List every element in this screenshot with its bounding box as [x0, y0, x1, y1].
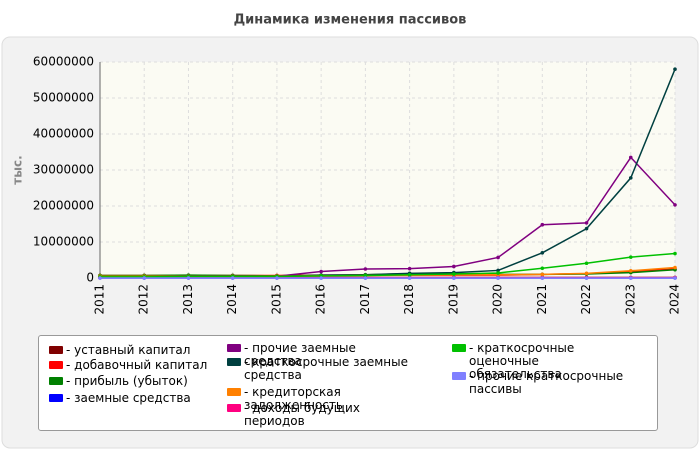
legend-swatch	[49, 377, 63, 385]
point	[628, 276, 633, 280]
point	[452, 272, 456, 276]
legend-label: - доходы будущих периодов	[244, 401, 360, 428]
legend-swatch	[49, 346, 63, 354]
point	[275, 276, 279, 280]
x-tick-label: 2023	[623, 284, 637, 315]
legend-label: - добавочный капитал	[66, 358, 208, 372]
legend-label: - заемные средства	[66, 391, 191, 405]
legend-swatch	[227, 358, 241, 366]
point	[452, 276, 456, 280]
legend-swatch	[227, 344, 241, 352]
point	[540, 251, 545, 255]
point	[584, 221, 589, 225]
plot-area	[100, 62, 675, 278]
x-tick-label: 2024	[668, 284, 682, 315]
y-tick-label: 60000000	[33, 55, 94, 69]
legend-item: - прочие краткосрочные пассивы	[452, 370, 652, 396]
y-tick-label: 10000000	[33, 235, 94, 249]
point	[496, 255, 500, 260]
legend-item: - прибыль (убыток)	[49, 375, 249, 388]
y-tick-label: 50000000	[33, 91, 94, 105]
legend-label: - краткосрочные заемные средства	[244, 355, 408, 382]
y-tick-label: 20000000	[33, 199, 94, 213]
x-tick-label: 2012	[137, 284, 151, 315]
legend-label: - прочие заемные средства	[244, 341, 356, 368]
legend-swatch	[49, 361, 63, 369]
chart-title: Динамика изменения пассивов	[234, 13, 467, 28]
legend: - уставный капитал - добавочный капитал - …	[38, 335, 658, 431]
point	[98, 276, 102, 280]
point	[407, 266, 412, 271]
legend-swatch	[49, 394, 63, 402]
point	[673, 265, 677, 270]
x-tick-label: 2017	[358, 284, 372, 315]
legend-swatch	[227, 388, 241, 396]
point	[673, 251, 677, 256]
point	[584, 271, 589, 276]
legend-item: - краткосрочные заемные средства	[227, 356, 427, 382]
point	[142, 276, 147, 280]
point	[628, 269, 633, 273]
legend-item: - кредиторская задолженность	[227, 386, 427, 412]
point	[673, 203, 677, 207]
point	[540, 276, 545, 280]
point	[407, 272, 412, 277]
point	[186, 276, 191, 280]
point	[673, 67, 677, 71]
x-tick-label: 2021	[535, 284, 549, 315]
legend-item: - добавочный капитал	[49, 359, 249, 372]
y-tick-label: 30000000	[33, 163, 94, 177]
legend-item: - краткосрочные оценочные обязательства	[452, 342, 652, 381]
y-tick-label: 0	[86, 271, 94, 285]
legend-label: - кредиторская задолженность	[244, 385, 343, 412]
x-tick-label: 2018	[402, 284, 416, 315]
y-tick-label: 40000000	[33, 127, 94, 141]
point	[584, 261, 589, 266]
point	[628, 176, 633, 180]
point	[540, 272, 545, 277]
legend-swatch	[452, 344, 466, 352]
legend-label: - уставный капитал	[66, 343, 191, 357]
legend-label: - прочие краткосрочные пассивы	[469, 369, 624, 396]
legend-swatch	[452, 372, 466, 380]
point	[452, 264, 456, 269]
legend-label: - прибыль (убыток)	[66, 374, 188, 388]
x-tick-label: 2014	[225, 284, 239, 315]
x-tick-label: 2016	[314, 284, 328, 315]
point	[496, 268, 500, 273]
x-tick-label: 2022	[579, 284, 593, 315]
point	[540, 266, 545, 271]
y-axis-label: тыс.	[11, 155, 25, 184]
point	[673, 276, 677, 280]
x-tick-label: 2019	[446, 284, 460, 315]
series-line	[100, 252, 676, 278]
point	[319, 276, 323, 280]
point	[363, 267, 368, 271]
point	[628, 255, 633, 259]
x-tick-label: 2020	[491, 284, 505, 315]
point	[363, 276, 368, 280]
point	[584, 226, 589, 231]
legend-item: - прочие заемные средства	[227, 342, 427, 368]
point	[540, 222, 545, 227]
point	[584, 276, 589, 280]
legend-swatch	[227, 404, 241, 412]
point	[628, 155, 633, 160]
point	[319, 269, 323, 274]
legend-item: - заемные средства	[49, 392, 249, 405]
point	[230, 276, 235, 280]
x-tick-label: 2011	[93, 284, 107, 315]
x-tick-label: 2013	[181, 284, 195, 315]
point	[407, 276, 412, 280]
legend-label: - краткосрочные оценочные обязательства	[469, 341, 575, 381]
x-tick-label: 2015	[269, 284, 283, 315]
point	[496, 271, 500, 275]
point	[496, 276, 500, 280]
point	[363, 273, 368, 278]
legend-item: - доходы будущих периодов	[227, 402, 427, 428]
legend-item: - уставный капитал	[49, 344, 249, 357]
